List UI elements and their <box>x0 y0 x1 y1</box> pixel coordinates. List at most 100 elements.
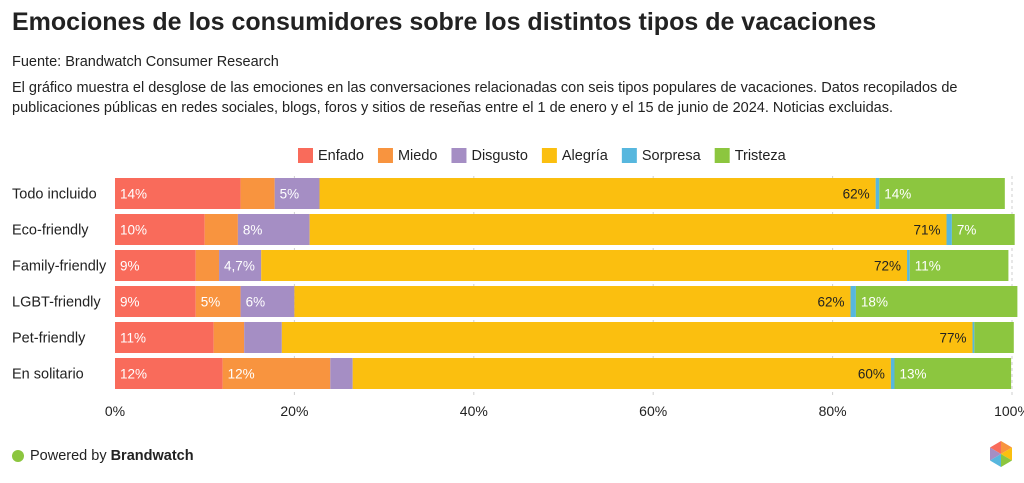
data-label: 9% <box>120 259 140 274</box>
data-label: 14% <box>120 187 147 202</box>
chart-description: El gráfico muestra el desglose de las em… <box>12 80 958 116</box>
data-label: 8% <box>243 223 263 238</box>
bar-segment <box>319 178 876 209</box>
bar-segment <box>909 250 1009 281</box>
footer: Powered by Brandwatch <box>12 448 194 464</box>
legend-swatch <box>377 148 393 163</box>
legend-item: Tristeza <box>714 148 787 164</box>
legend-swatch <box>714 148 730 163</box>
category-label: Eco-friendly <box>12 223 89 239</box>
data-label: 11% <box>120 331 146 346</box>
bar-segment <box>115 286 196 317</box>
data-label: 60% <box>858 367 885 382</box>
legend-swatch <box>298 148 313 163</box>
bar-segment <box>219 250 262 281</box>
bar-segment <box>274 178 320 209</box>
bar-segment <box>850 286 856 317</box>
data-label: 5% <box>201 295 221 310</box>
x-tick-label: 100% <box>994 403 1024 419</box>
data-label: 9% <box>120 295 140 310</box>
bar-segment <box>855 286 1018 317</box>
bar-segment <box>115 214 205 245</box>
bar-segment <box>237 214 310 245</box>
x-tick-label: 20% <box>280 403 308 419</box>
bar-segment <box>261 250 908 281</box>
chart-source: Fuente: Brandwatch Consumer Research <box>12 54 279 70</box>
chart-title: Emociones de los consumidores sobre los … <box>12 8 877 36</box>
bar-segment <box>972 322 975 353</box>
legend-item: Sorpresa <box>621 148 702 164</box>
data-label: 18% <box>861 295 888 310</box>
legend-item: Miedo <box>377 148 438 164</box>
bar-segment <box>222 358 331 389</box>
data-label: 6% <box>246 295 266 310</box>
bar-segment <box>946 214 952 245</box>
legend-label: Alegría <box>562 148 609 164</box>
brandwatch-hexagon-icon <box>990 441 1012 467</box>
footer-prefix: Powered by <box>30 448 107 464</box>
legend-item: Enfado <box>298 148 364 164</box>
category-label: Family-friendly <box>12 259 107 275</box>
bar-segment <box>115 358 223 389</box>
data-label: 10% <box>120 223 147 238</box>
legend-label: Enfado <box>318 148 364 164</box>
legend-item: Alegría <box>541 148 609 164</box>
legend-label: Sorpresa <box>642 148 702 164</box>
chart-bars: 14% 5% 62% 14% 10% 8% 71% 7% 9% 4,7% 72% 11% 9% 5% 6% 6… <box>115 178 1018 389</box>
bar-segment <box>115 250 196 281</box>
data-label: 72% <box>874 259 901 274</box>
x-tick-label: 60% <box>639 403 667 419</box>
legend-label: Miedo <box>398 148 438 164</box>
chart-x-axis: 0% 20% 40% 60% 80% 100% <box>105 403 1024 419</box>
bar-segment <box>240 178 275 209</box>
data-label: 62% <box>818 295 845 310</box>
data-label: 4,7% <box>224 259 255 274</box>
bar-segment <box>879 178 1005 209</box>
bar-segment <box>951 214 1015 245</box>
bar-segment <box>213 322 245 353</box>
legend-item: Disgusto <box>451 148 528 164</box>
bar-segment <box>115 322 214 353</box>
chart-legend: Enfado Miedo Disgusto Alegría Sorpresa Triste… <box>298 148 787 164</box>
data-label: 77% <box>940 331 967 346</box>
bar-segment <box>195 286 241 317</box>
legend-swatch <box>541 148 557 163</box>
x-tick-label: 80% <box>819 403 847 419</box>
bar-segment <box>875 178 880 209</box>
data-label: 13% <box>899 367 926 382</box>
bar-segment <box>195 250 220 281</box>
bar-segment <box>240 286 295 317</box>
data-label: 71% <box>913 223 940 238</box>
bar-segment <box>281 322 973 353</box>
bar-segment <box>309 214 947 245</box>
bar-segment <box>974 322 1014 353</box>
stacked-bar-chart: Enfado Miedo Disgusto Alegría Sorpresa Triste… <box>12 148 1024 419</box>
legend-swatch <box>451 148 467 163</box>
bar-segment <box>352 358 891 389</box>
footer-brand: Brandwatch <box>110 448 194 464</box>
legend-swatch <box>621 148 637 163</box>
bar-segment <box>294 286 851 317</box>
bar-segment <box>907 250 910 281</box>
legend-label: Tristeza <box>735 148 787 164</box>
data-label: 12% <box>228 367 255 382</box>
bar-segment <box>115 178 241 209</box>
legend-label: Disgusto <box>471 148 527 164</box>
data-label: 14% <box>884 187 911 202</box>
category-label: LGBT-friendly <box>12 295 101 311</box>
chart-category-labels: Todo incluido Eco-friendly Family-friendly… <box>12 187 107 383</box>
data-label: 11% <box>915 259 941 274</box>
bar-segment <box>890 358 895 389</box>
data-label: 7% <box>957 223 977 238</box>
bar-segment <box>244 322 282 353</box>
data-label: 5% <box>280 187 300 202</box>
bar-segment <box>894 358 1012 389</box>
category-label: Todo incluido <box>12 187 97 203</box>
bar-segment <box>204 214 238 245</box>
bar-segment <box>330 358 353 389</box>
category-label: En solitario <box>12 367 84 383</box>
brand-dot-icon <box>12 450 24 462</box>
x-tick-label: 40% <box>460 403 488 419</box>
data-label: 62% <box>843 187 870 202</box>
x-tick-label: 0% <box>105 403 125 419</box>
